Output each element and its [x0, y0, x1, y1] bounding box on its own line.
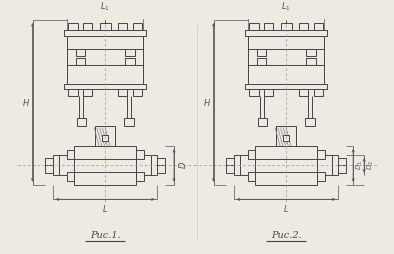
Bar	[227, 158, 234, 165]
Bar	[247, 150, 255, 159]
Text: $L_1$: $L_1$	[281, 0, 291, 13]
Bar	[338, 158, 346, 165]
Bar	[118, 89, 127, 97]
Text: $D_2$: $D_2$	[366, 160, 376, 170]
Bar	[67, 172, 74, 181]
Bar	[245, 30, 327, 36]
Bar	[133, 23, 142, 30]
Bar	[125, 119, 134, 126]
Bar	[45, 158, 53, 165]
Bar	[125, 58, 134, 65]
Bar	[53, 155, 59, 176]
Bar	[283, 135, 289, 140]
Text: $H$: $H$	[203, 97, 211, 108]
Bar	[67, 150, 74, 159]
Text: $L$: $L$	[283, 203, 289, 214]
Text: $D_1$: $D_1$	[355, 160, 365, 170]
Bar	[136, 155, 151, 176]
Bar	[258, 119, 267, 126]
Text: $L_1$: $L_1$	[100, 0, 110, 13]
Bar	[69, 89, 78, 97]
Bar	[59, 155, 74, 176]
Bar	[264, 23, 273, 30]
Bar	[151, 155, 158, 176]
Bar	[281, 23, 292, 30]
Bar	[67, 36, 143, 84]
Bar	[299, 89, 308, 97]
Bar	[95, 126, 115, 150]
Bar	[64, 84, 147, 89]
Text: $D$: $D$	[177, 161, 188, 169]
Bar	[257, 58, 266, 65]
Text: Рис.1.: Рис.1.	[90, 231, 121, 240]
Text: Рис.2.: Рис.2.	[271, 231, 301, 240]
Bar	[257, 49, 266, 56]
Bar	[338, 165, 346, 173]
Text: $H$: $H$	[22, 97, 30, 108]
Bar	[83, 23, 92, 30]
Bar	[69, 23, 78, 30]
Bar	[249, 36, 324, 84]
Bar	[118, 23, 127, 30]
Bar	[227, 165, 234, 173]
Bar	[240, 155, 255, 176]
Bar	[64, 30, 147, 36]
Bar	[45, 165, 53, 173]
Bar	[245, 84, 327, 89]
Bar	[76, 58, 85, 65]
Bar	[314, 23, 323, 30]
Bar	[255, 146, 317, 185]
Bar	[100, 23, 111, 30]
Bar	[264, 89, 273, 97]
Bar	[158, 165, 165, 173]
Bar	[317, 172, 325, 181]
Bar	[77, 119, 86, 126]
Bar	[247, 172, 255, 181]
Bar	[74, 146, 136, 185]
Bar	[249, 89, 258, 97]
Bar	[76, 49, 85, 56]
Bar	[249, 23, 258, 30]
Bar	[83, 89, 92, 97]
Bar	[305, 119, 314, 126]
Bar	[317, 155, 332, 176]
Bar	[133, 89, 142, 97]
Bar	[102, 135, 108, 140]
Bar	[136, 172, 144, 181]
Bar	[234, 155, 240, 176]
Bar	[332, 155, 338, 176]
Bar	[125, 49, 134, 56]
Bar	[136, 150, 144, 159]
Bar	[317, 150, 325, 159]
Bar	[314, 89, 323, 97]
Bar	[306, 49, 316, 56]
Bar	[276, 126, 296, 150]
Bar	[158, 158, 165, 165]
Bar	[299, 23, 308, 30]
Text: $L$: $L$	[102, 203, 108, 214]
Bar	[306, 58, 316, 65]
